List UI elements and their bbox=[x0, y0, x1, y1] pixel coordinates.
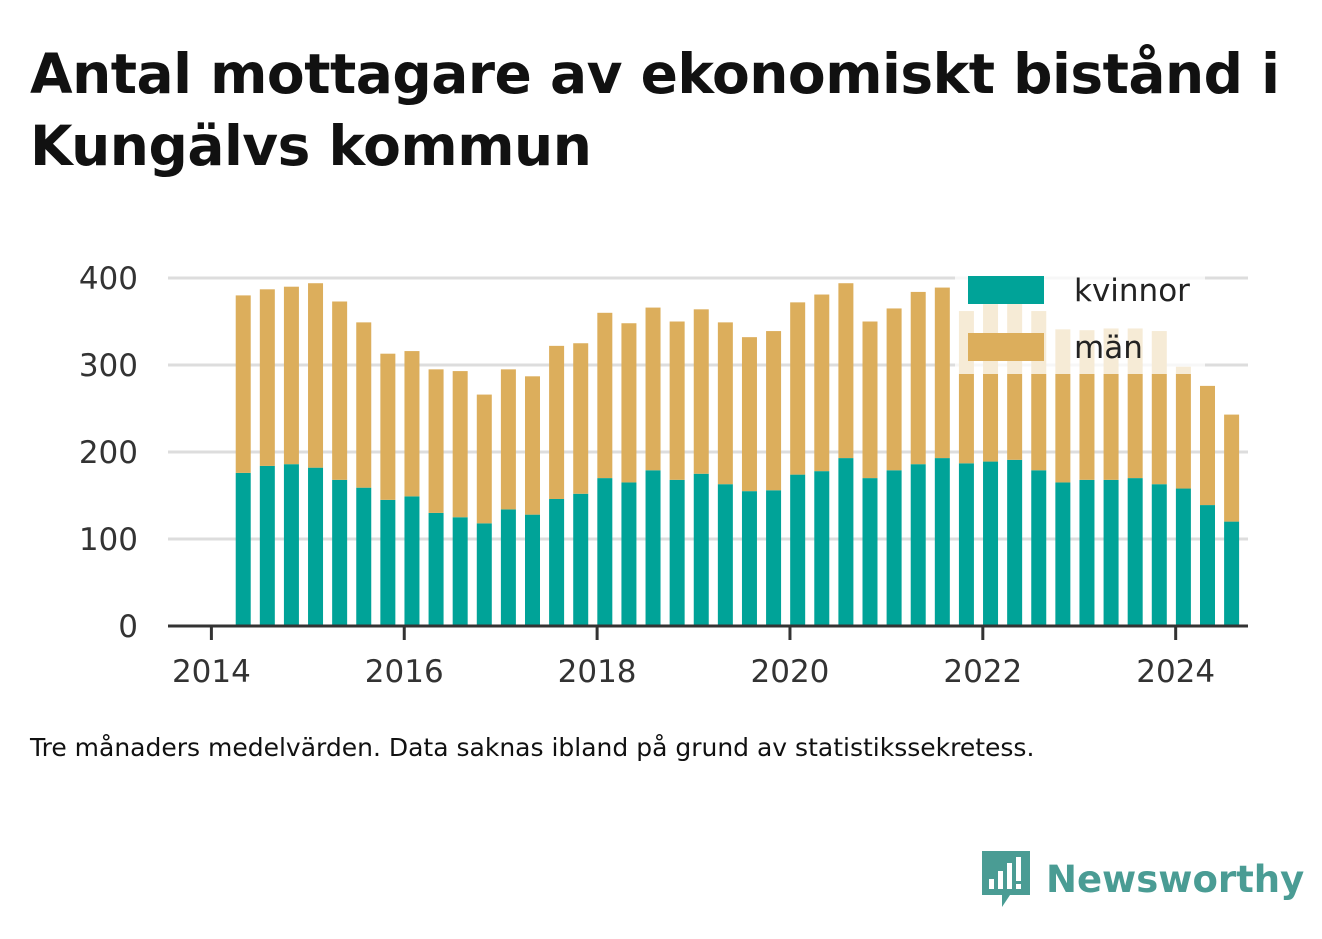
bar-man bbox=[1224, 414, 1240, 522]
brand-name: Newsworthy bbox=[1046, 857, 1305, 901]
x-tick-label: 2024 bbox=[1136, 654, 1215, 690]
bar-kvinnor bbox=[235, 472, 251, 626]
bar-kvinnor bbox=[597, 478, 613, 626]
bar-kvinnor bbox=[332, 479, 348, 626]
bar-man bbox=[404, 351, 420, 497]
bar-kvinnor bbox=[862, 478, 878, 626]
bar-kvinnor bbox=[1224, 521, 1240, 626]
bar-chart-icon bbox=[982, 851, 1030, 907]
bar-kvinnor bbox=[886, 470, 902, 626]
bar-kvinnor bbox=[1007, 459, 1023, 626]
bar-kvinnor bbox=[308, 467, 324, 626]
bar-man bbox=[934, 287, 950, 459]
bar-kvinnor bbox=[1127, 478, 1143, 626]
bar-man bbox=[549, 345, 565, 499]
bar-man bbox=[573, 343, 589, 494]
bar-kvinnor bbox=[838, 458, 854, 626]
x-tick-label: 2020 bbox=[751, 654, 830, 690]
bar-kvinnor bbox=[356, 487, 372, 626]
bar-man bbox=[790, 302, 806, 475]
bar-kvinnor bbox=[790, 474, 806, 626]
y-axis: 0 100 200 300 400 bbox=[79, 261, 138, 645]
bar-kvinnor bbox=[1200, 505, 1215, 626]
bar-man bbox=[525, 376, 540, 515]
legend-label-kvinnor: kvinnor bbox=[1074, 273, 1190, 309]
bar-kvinnor bbox=[404, 496, 420, 626]
bar-kvinnor bbox=[621, 482, 637, 626]
bar-kvinnor bbox=[549, 498, 565, 626]
legend-swatch-man bbox=[968, 333, 1044, 361]
bar-kvinnor bbox=[1103, 479, 1119, 626]
chart-title: Antal mottagare av ekonomiskt bistånd i … bbox=[30, 42, 1280, 178]
bar-kvinnor bbox=[669, 479, 685, 626]
bar-man bbox=[500, 369, 516, 510]
legend-label-man: män bbox=[1074, 330, 1143, 366]
bar-kvinnor bbox=[573, 493, 589, 626]
bar-kvinnor bbox=[645, 470, 661, 626]
bar-man bbox=[621, 323, 637, 483]
bar-man bbox=[766, 331, 782, 491]
bar-kvinnor bbox=[380, 499, 396, 626]
x-axis: 2014 2016 2018 2020 2022 2024 bbox=[172, 626, 1215, 690]
bar-kvinnor bbox=[934, 458, 950, 626]
bar-man bbox=[886, 308, 902, 471]
bar-kvinnor bbox=[500, 509, 516, 626]
bar-man bbox=[380, 353, 396, 500]
x-tick-label: 2022 bbox=[943, 654, 1022, 690]
bar-man bbox=[332, 301, 348, 480]
bar-man bbox=[235, 295, 251, 473]
bar-man bbox=[693, 309, 709, 474]
bar-kvinnor bbox=[452, 517, 468, 626]
bar-kvinnor bbox=[958, 463, 974, 626]
legend: kvinnor män bbox=[955, 266, 1205, 374]
bar-man bbox=[428, 369, 444, 513]
y-tick-label: 0 bbox=[118, 609, 138, 645]
bar-kvinnor bbox=[428, 512, 444, 626]
bar-man bbox=[645, 307, 661, 471]
bar-kvinnor bbox=[1175, 488, 1191, 626]
chart-caption: Tre månaders medelvärden. Data saknas ib… bbox=[30, 733, 1035, 762]
bar-man bbox=[1175, 366, 1191, 489]
y-tick-label: 200 bbox=[79, 435, 138, 471]
bar-kvinnor bbox=[910, 464, 926, 626]
bar-man bbox=[1200, 385, 1215, 506]
bar-man bbox=[308, 283, 324, 468]
y-tick-label: 400 bbox=[79, 261, 138, 297]
x-tick-label: 2016 bbox=[365, 654, 444, 690]
bar-kvinnor bbox=[1079, 479, 1095, 626]
bar-man bbox=[910, 291, 926, 465]
bar-kvinnor bbox=[983, 461, 999, 626]
x-tick-label: 2018 bbox=[558, 654, 637, 690]
bar-kvinnor bbox=[1151, 484, 1167, 626]
y-tick-label: 300 bbox=[79, 348, 138, 384]
bar-man bbox=[838, 283, 854, 459]
bar-man bbox=[452, 371, 468, 518]
bar-kvinnor bbox=[476, 523, 492, 626]
bar-kvinnor bbox=[766, 490, 782, 626]
bar-man bbox=[283, 286, 299, 465]
newsworthy-logo: Newsworthy bbox=[980, 848, 1304, 910]
legend-swatch-kvinnor bbox=[968, 276, 1044, 304]
bar-kvinnor bbox=[693, 473, 709, 626]
bar-man bbox=[476, 394, 492, 524]
bar-man bbox=[356, 322, 372, 488]
bar-man bbox=[717, 322, 733, 485]
bar-man bbox=[862, 321, 878, 479]
bar-kvinnor bbox=[283, 464, 299, 626]
bar-man bbox=[259, 289, 275, 466]
bar-kvinnor bbox=[717, 484, 733, 626]
y-tick-label: 100 bbox=[79, 522, 138, 558]
x-tick-label: 2014 bbox=[172, 654, 251, 690]
bar-kvinnor bbox=[525, 514, 540, 626]
bar-kvinnor bbox=[814, 471, 830, 626]
bar-man bbox=[669, 321, 685, 480]
bar-kvinnor bbox=[1031, 470, 1047, 626]
bar-kvinnor bbox=[741, 491, 757, 626]
bar-man bbox=[741, 337, 757, 492]
bar-kvinnor bbox=[1055, 482, 1071, 626]
bar-man bbox=[814, 294, 830, 472]
bar-man bbox=[597, 312, 613, 479]
bar-kvinnor bbox=[259, 465, 275, 626]
